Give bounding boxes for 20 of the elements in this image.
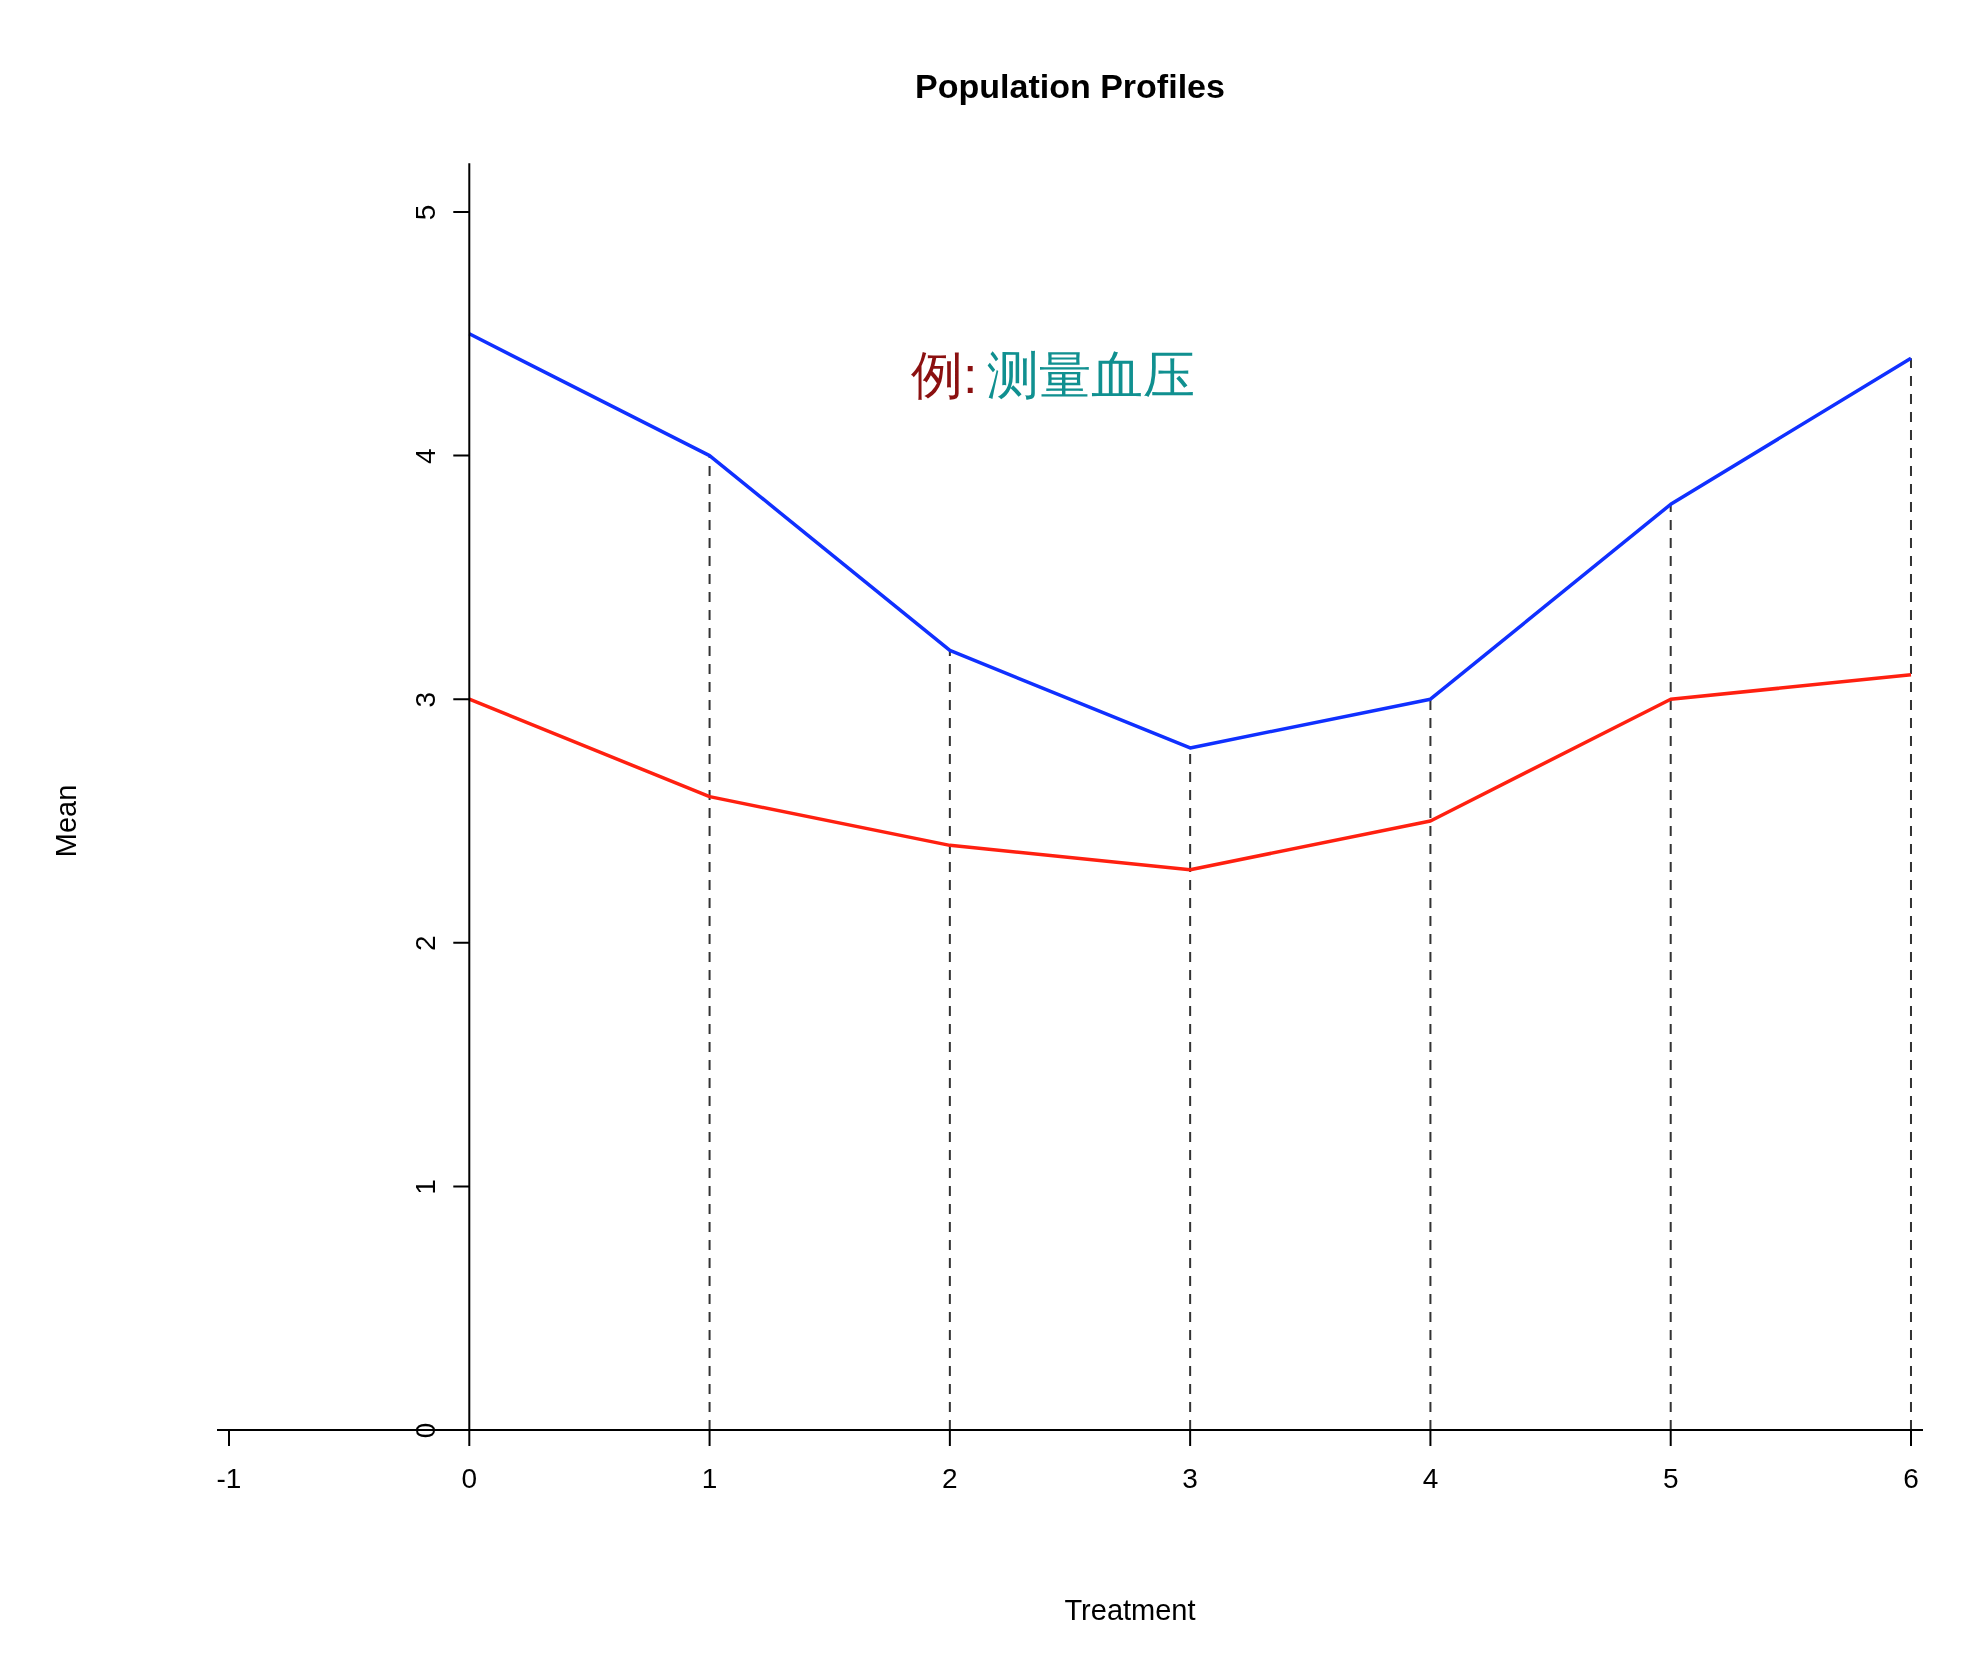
chart-title: Population Profiles <box>915 67 1225 105</box>
x-tick-label: 6 <box>1903 1463 1919 1494</box>
line-series <box>467 332 1913 750</box>
x-tick-label: 2 <box>942 1463 958 1494</box>
y-tick-label: 4 <box>409 448 441 464</box>
y-tick-label: 1 <box>409 1179 441 1195</box>
annotation: 测量血压 <box>987 346 1196 404</box>
annotation: 例: <box>911 346 978 404</box>
x-tick-label: 5 <box>1662 1463 1679 1494</box>
line-series <box>467 673 1913 872</box>
x-axis-title: Treatment <box>1064 1594 1196 1626</box>
x-tick-label: 0 <box>461 1463 478 1494</box>
y-tick-label: 3 <box>409 691 441 708</box>
y-tick-label: 5 <box>409 204 441 221</box>
y-axis-title: Mean <box>50 784 82 858</box>
x-tick-label: 1 <box>701 1463 718 1494</box>
x-tick-label: -1 <box>216 1463 242 1494</box>
y-tick-label: 2 <box>409 935 441 952</box>
x-tick-label: 3 <box>1182 1463 1198 1494</box>
x-tick-label: 4 <box>1422 1463 1439 1494</box>
